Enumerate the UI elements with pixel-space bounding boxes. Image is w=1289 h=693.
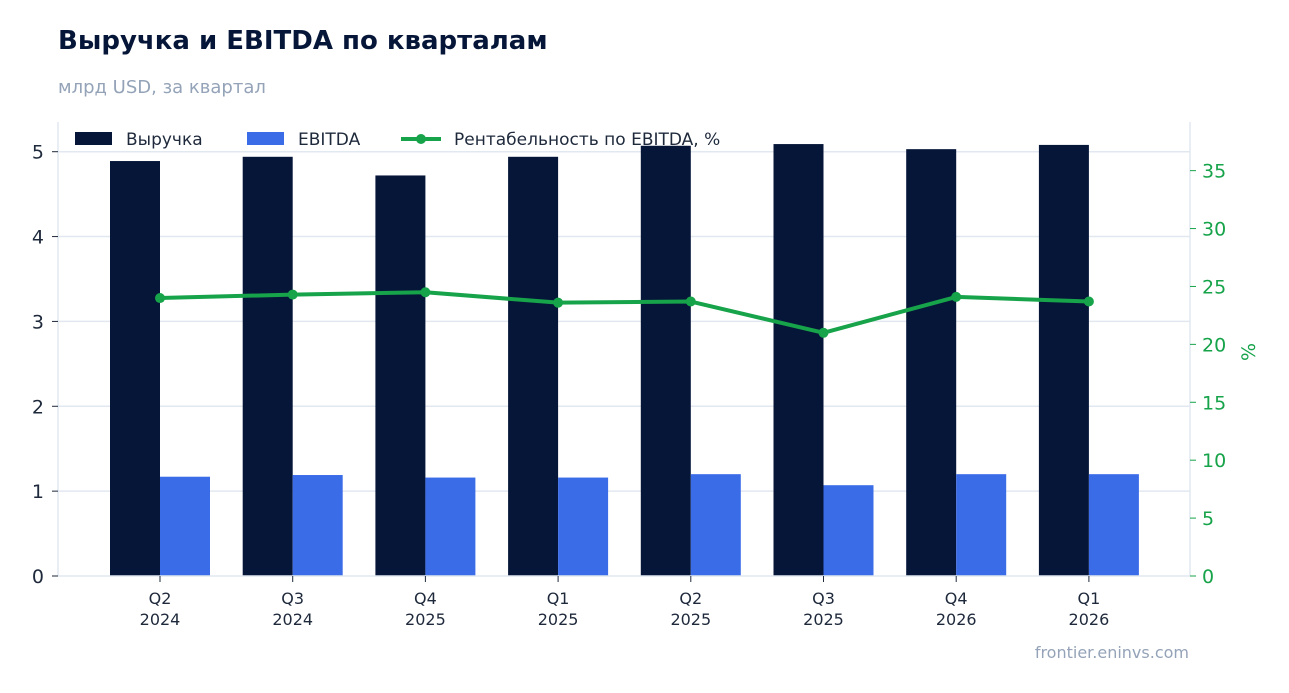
- y-right-tick-label: 25: [1202, 276, 1226, 298]
- legend-label-revenue: Выручка: [126, 130, 203, 150]
- y-right-tick-label: 30: [1202, 219, 1226, 241]
- ebitda-bar: [292, 475, 343, 576]
- y-left-tick-label: 5: [32, 142, 44, 164]
- ebitda-bar: [823, 485, 874, 576]
- y-right-tick-label: 35: [1202, 161, 1226, 183]
- revenue-bar: [906, 149, 957, 576]
- legend-swatch-revenue: [75, 132, 112, 145]
- ebitda-bar: [160, 476, 210, 576]
- y-right-tick-label: 20: [1202, 334, 1226, 356]
- x-tick-label-year: 2026: [1069, 610, 1110, 629]
- margin-point: [155, 293, 165, 304]
- x-tick-label-quarter: Q2: [679, 589, 702, 608]
- legend-label-ebitda: EBITDA: [298, 130, 361, 150]
- x-tick-label-quarter: Q1: [547, 589, 570, 608]
- y-right-tick-label: 0: [1202, 566, 1214, 588]
- y-left-tick-label: 1: [32, 481, 44, 503]
- margin-point: [553, 297, 564, 308]
- y-right-axis-label: %: [1238, 343, 1260, 361]
- chart-subtitle: млрд USD, за квартал: [58, 77, 266, 98]
- revenue-bar: [640, 145, 691, 576]
- ebitda-bar: [690, 474, 741, 576]
- source-label: frontier.eninvs.com: [1034, 643, 1189, 662]
- ebitda-bar: [956, 474, 1007, 576]
- legend-swatch-ebitda: [247, 132, 284, 145]
- y-right-tick-label: 10: [1202, 450, 1226, 472]
- x-tick-label-year: 2025: [538, 610, 579, 629]
- x-tick-label-quarter: Q3: [812, 589, 835, 608]
- ebitda-bar: [1088, 474, 1139, 576]
- x-tick-label-quarter: Q4: [414, 589, 437, 608]
- margin-point: [287, 289, 298, 300]
- x-tick-label-year: 2024: [272, 610, 313, 629]
- revenue-bar: [1038, 144, 1089, 576]
- y-left-tick-label: 3: [32, 311, 44, 333]
- margin-line: [159, 290, 1089, 335]
- revenue-bar: [110, 161, 160, 576]
- x-tick-label-year: 2025: [405, 610, 446, 629]
- ebitda-bar: [425, 477, 476, 576]
- revenue-bar: [508, 156, 559, 576]
- x-tick-label-quarter: Q4: [945, 589, 968, 608]
- margin-point: [685, 296, 696, 307]
- x-tick-label-year: 2025: [670, 610, 711, 629]
- x-tick-label-quarter: Q3: [281, 589, 304, 608]
- legend-swatch-margin-point: [416, 134, 426, 144]
- y-left-tick-label: 4: [32, 227, 44, 249]
- revenue-bar: [773, 144, 824, 577]
- margin-point: [951, 291, 962, 302]
- margin-point: [420, 287, 431, 298]
- x-tick-label-quarter: Q1: [1078, 589, 1101, 608]
- chart-title: Выручка и EBITDA по кварталам: [58, 26, 548, 56]
- revenue-bar: [375, 175, 426, 577]
- y-right-tick-label: 5: [1202, 508, 1214, 530]
- margin-point: [818, 327, 829, 338]
- y-right-tick-label: 15: [1202, 392, 1226, 414]
- x-tick-label-year: 2025: [803, 610, 844, 629]
- y-left-tick-label: 0: [32, 566, 44, 588]
- legend-label-margin: Рентабельность по EBITDA, %: [454, 130, 720, 150]
- ebitda-bar: [558, 477, 609, 576]
- x-tick-label-year: 2024: [140, 610, 181, 629]
- y-left-tick-label: 2: [32, 396, 44, 418]
- x-tick-label-quarter: Q2: [149, 589, 172, 608]
- x-tick-label-year: 2026: [936, 610, 977, 629]
- revenue-bar: [242, 156, 293, 576]
- margin-point: [1083, 296, 1094, 307]
